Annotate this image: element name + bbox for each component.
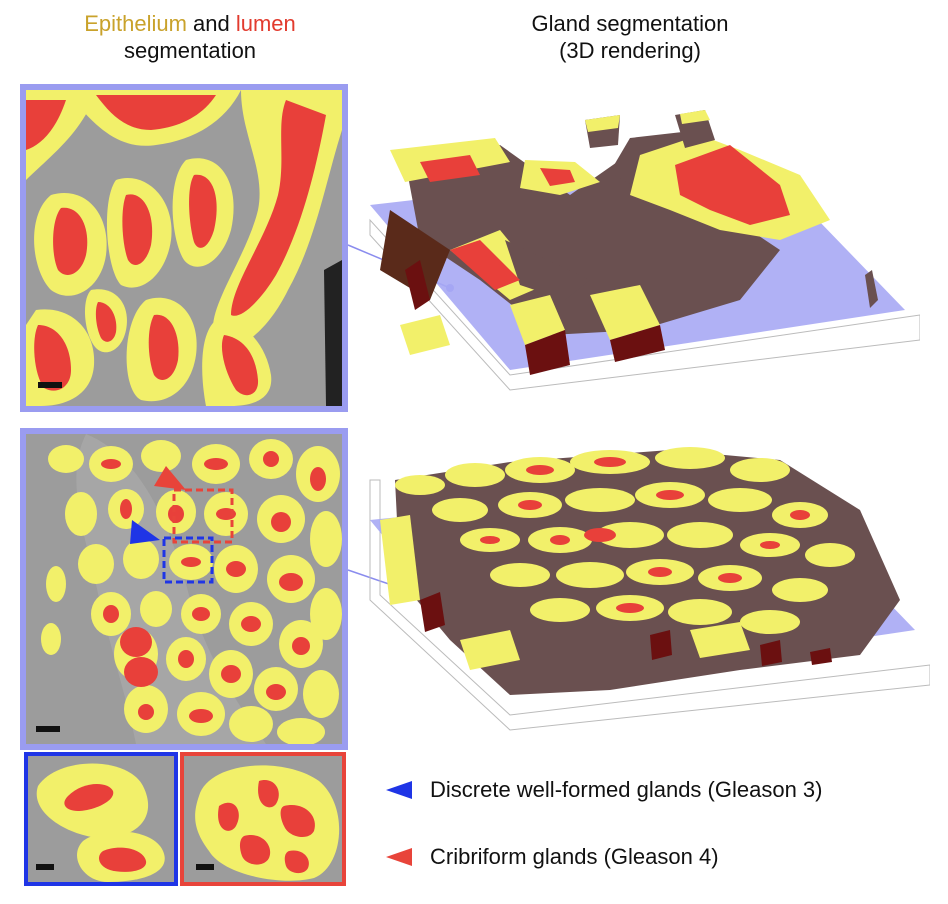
title-word-lumen: lumen <box>235 11 296 36</box>
gleason3-region-box <box>162 536 214 584</box>
gleason4-arrow-icon <box>154 466 186 490</box>
right-title-line2: (3D rendering) <box>559 38 701 63</box>
title-word-and: and <box>186 11 236 36</box>
left-panel-title: Epithelium and lumen segmentation <box>40 10 340 64</box>
segmentation-panel-top <box>20 84 348 412</box>
gleason4-region-box <box>172 488 234 544</box>
title-word-segmentation: segmentation <box>123 38 257 63</box>
legend-gleason3-label: Discrete well-formed glands (Gleason 3) <box>430 777 823 802</box>
legend-gleason4: Cribriform glands (Gleason 4) <box>386 844 719 870</box>
inset-gleason4 <box>180 752 346 886</box>
inset-gleason3 <box>24 752 178 886</box>
right-panel-title: Gland segmentation (3D rendering) <box>480 10 780 64</box>
scale-bar <box>36 726 60 732</box>
blue-arrow-icon <box>386 781 412 799</box>
gleason3-arrow-icon <box>130 520 160 544</box>
red-arrow-icon <box>386 848 412 866</box>
segmentation-panel-bottom <box>20 428 348 750</box>
gland-3d-rendering-bottom <box>369 447 930 731</box>
scale-bar <box>196 864 214 870</box>
segmentation-image-top <box>26 90 342 406</box>
legend-gleason4-label: Cribriform glands (Gleason 4) <box>430 844 719 869</box>
scale-bar <box>38 382 62 388</box>
title-word-epithelium: Epithelium <box>84 11 187 36</box>
right-title-line1: Gland segmentation <box>531 11 729 36</box>
scale-bar <box>36 864 54 870</box>
legend-gleason3: Discrete well-formed glands (Gleason 3) <box>386 777 823 803</box>
gland-3d-rendering-top <box>369 110 920 391</box>
segmentation-image-bottom <box>26 434 342 744</box>
